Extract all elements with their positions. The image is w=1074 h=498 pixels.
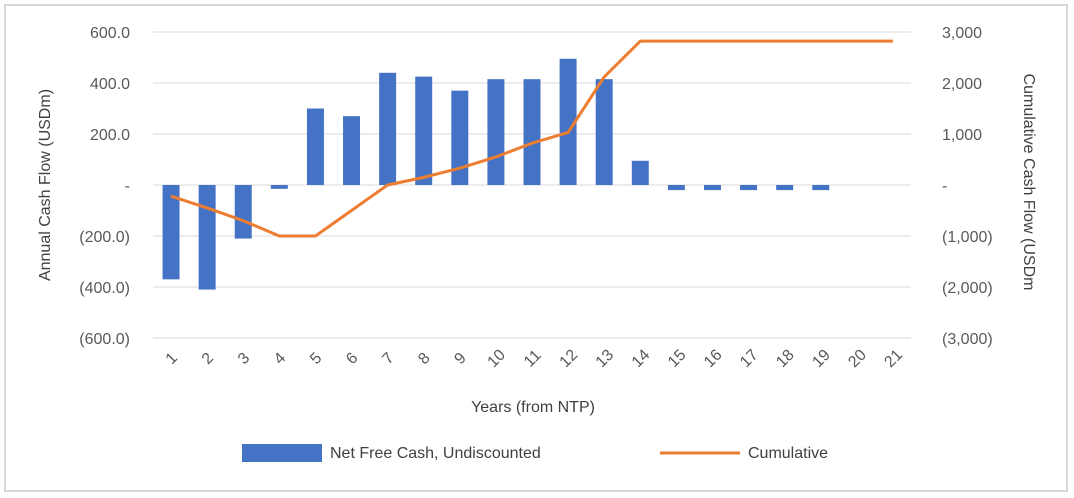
bar xyxy=(234,185,252,239)
x-tick-label: 15 xyxy=(665,346,690,371)
x-tick-label: 18 xyxy=(773,346,798,371)
x-tick-label: 16 xyxy=(701,346,726,371)
bar xyxy=(631,160,649,185)
y-tick-label: 600.0 xyxy=(90,25,130,42)
x-tick-label: 17 xyxy=(737,346,762,371)
x-tick-label: 12 xyxy=(557,346,582,371)
legend: Net Free Cash, Undiscounted Cumulative xyxy=(242,444,828,462)
x-axis-title: Years (from NTP) xyxy=(471,399,595,416)
bar xyxy=(487,79,505,185)
legend-line-label: Cumulative xyxy=(748,445,828,462)
y2-tick-label: 2,000 xyxy=(942,76,982,93)
x-tick-label: 2 xyxy=(199,350,217,368)
y2-tick-label: 1,000 xyxy=(942,127,982,144)
y-axis-title: Annual Cash Flow (USDm) xyxy=(37,89,54,281)
x-axis-ticks: 1 2 3 4 5 6 7 8 9 10 11 12 13 14 15 16 17 18 19 20 21 xyxy=(163,346,906,371)
x-tick-label: 7 xyxy=(379,350,397,368)
legend-bar-label: Net Free Cash, Undiscounted xyxy=(330,445,541,462)
right-axis-ticks: 3,000 2,000 1,000 - (1,000) (2,000) (3,000) xyxy=(942,25,993,348)
x-tick-label: 4 xyxy=(271,350,289,368)
bar xyxy=(415,76,433,185)
y-tick-label: (600.0) xyxy=(79,331,130,348)
bar xyxy=(559,58,577,185)
x-tick-label: 21 xyxy=(881,346,906,371)
x-tick-label: 1 xyxy=(163,350,181,368)
left-axis-ticks: 600.0 400.0 200.0 - (200.0) (400.0) (600.0) xyxy=(79,25,130,348)
bar xyxy=(306,108,324,185)
bar xyxy=(812,185,830,191)
y2-tick-label: - xyxy=(942,178,947,195)
cumulative-line xyxy=(170,39,893,238)
y2-tick-label: (2,000) xyxy=(942,280,993,297)
x-tick-label: 14 xyxy=(629,346,654,371)
legend-bar-swatch xyxy=(242,444,322,462)
x-tick-label: 11 xyxy=(521,347,545,371)
bar xyxy=(198,185,216,290)
bar xyxy=(703,185,721,191)
y2-tick-label: (1,000) xyxy=(942,229,993,246)
y2-tick-label: (3,000) xyxy=(942,331,993,348)
bar xyxy=(162,185,180,280)
bar xyxy=(343,116,361,185)
y-tick-label: 400.0 xyxy=(90,76,130,93)
x-tick-label: 20 xyxy=(845,346,870,371)
x-tick-label: 8 xyxy=(415,350,433,368)
bar xyxy=(451,90,469,185)
bar xyxy=(595,79,613,185)
bar xyxy=(740,185,758,191)
bar xyxy=(379,72,397,185)
x-tick-label: 9 xyxy=(451,350,469,368)
bar xyxy=(523,79,541,185)
x-tick-label: 5 xyxy=(307,350,325,368)
x-tick-label: 3 xyxy=(235,350,253,368)
y-tick-label: (200.0) xyxy=(79,229,130,246)
y2-tick-label: 3,000 xyxy=(942,25,982,42)
y-tick-label: - xyxy=(125,178,130,195)
bar xyxy=(776,185,794,191)
bar-series xyxy=(162,58,830,290)
x-tick-label: 19 xyxy=(809,346,834,371)
y-tick-label: (400.0) xyxy=(79,280,130,297)
x-tick-label: 10 xyxy=(484,346,509,371)
y-tick-label: 200.0 xyxy=(90,127,130,144)
x-tick-label: 13 xyxy=(593,346,618,371)
bar xyxy=(667,185,685,191)
line-series xyxy=(170,39,893,238)
bar xyxy=(270,185,288,189)
x-tick-label: 6 xyxy=(343,350,361,368)
y2-axis-title: Cumulative Cash Flow (USDm xyxy=(1020,74,1037,291)
